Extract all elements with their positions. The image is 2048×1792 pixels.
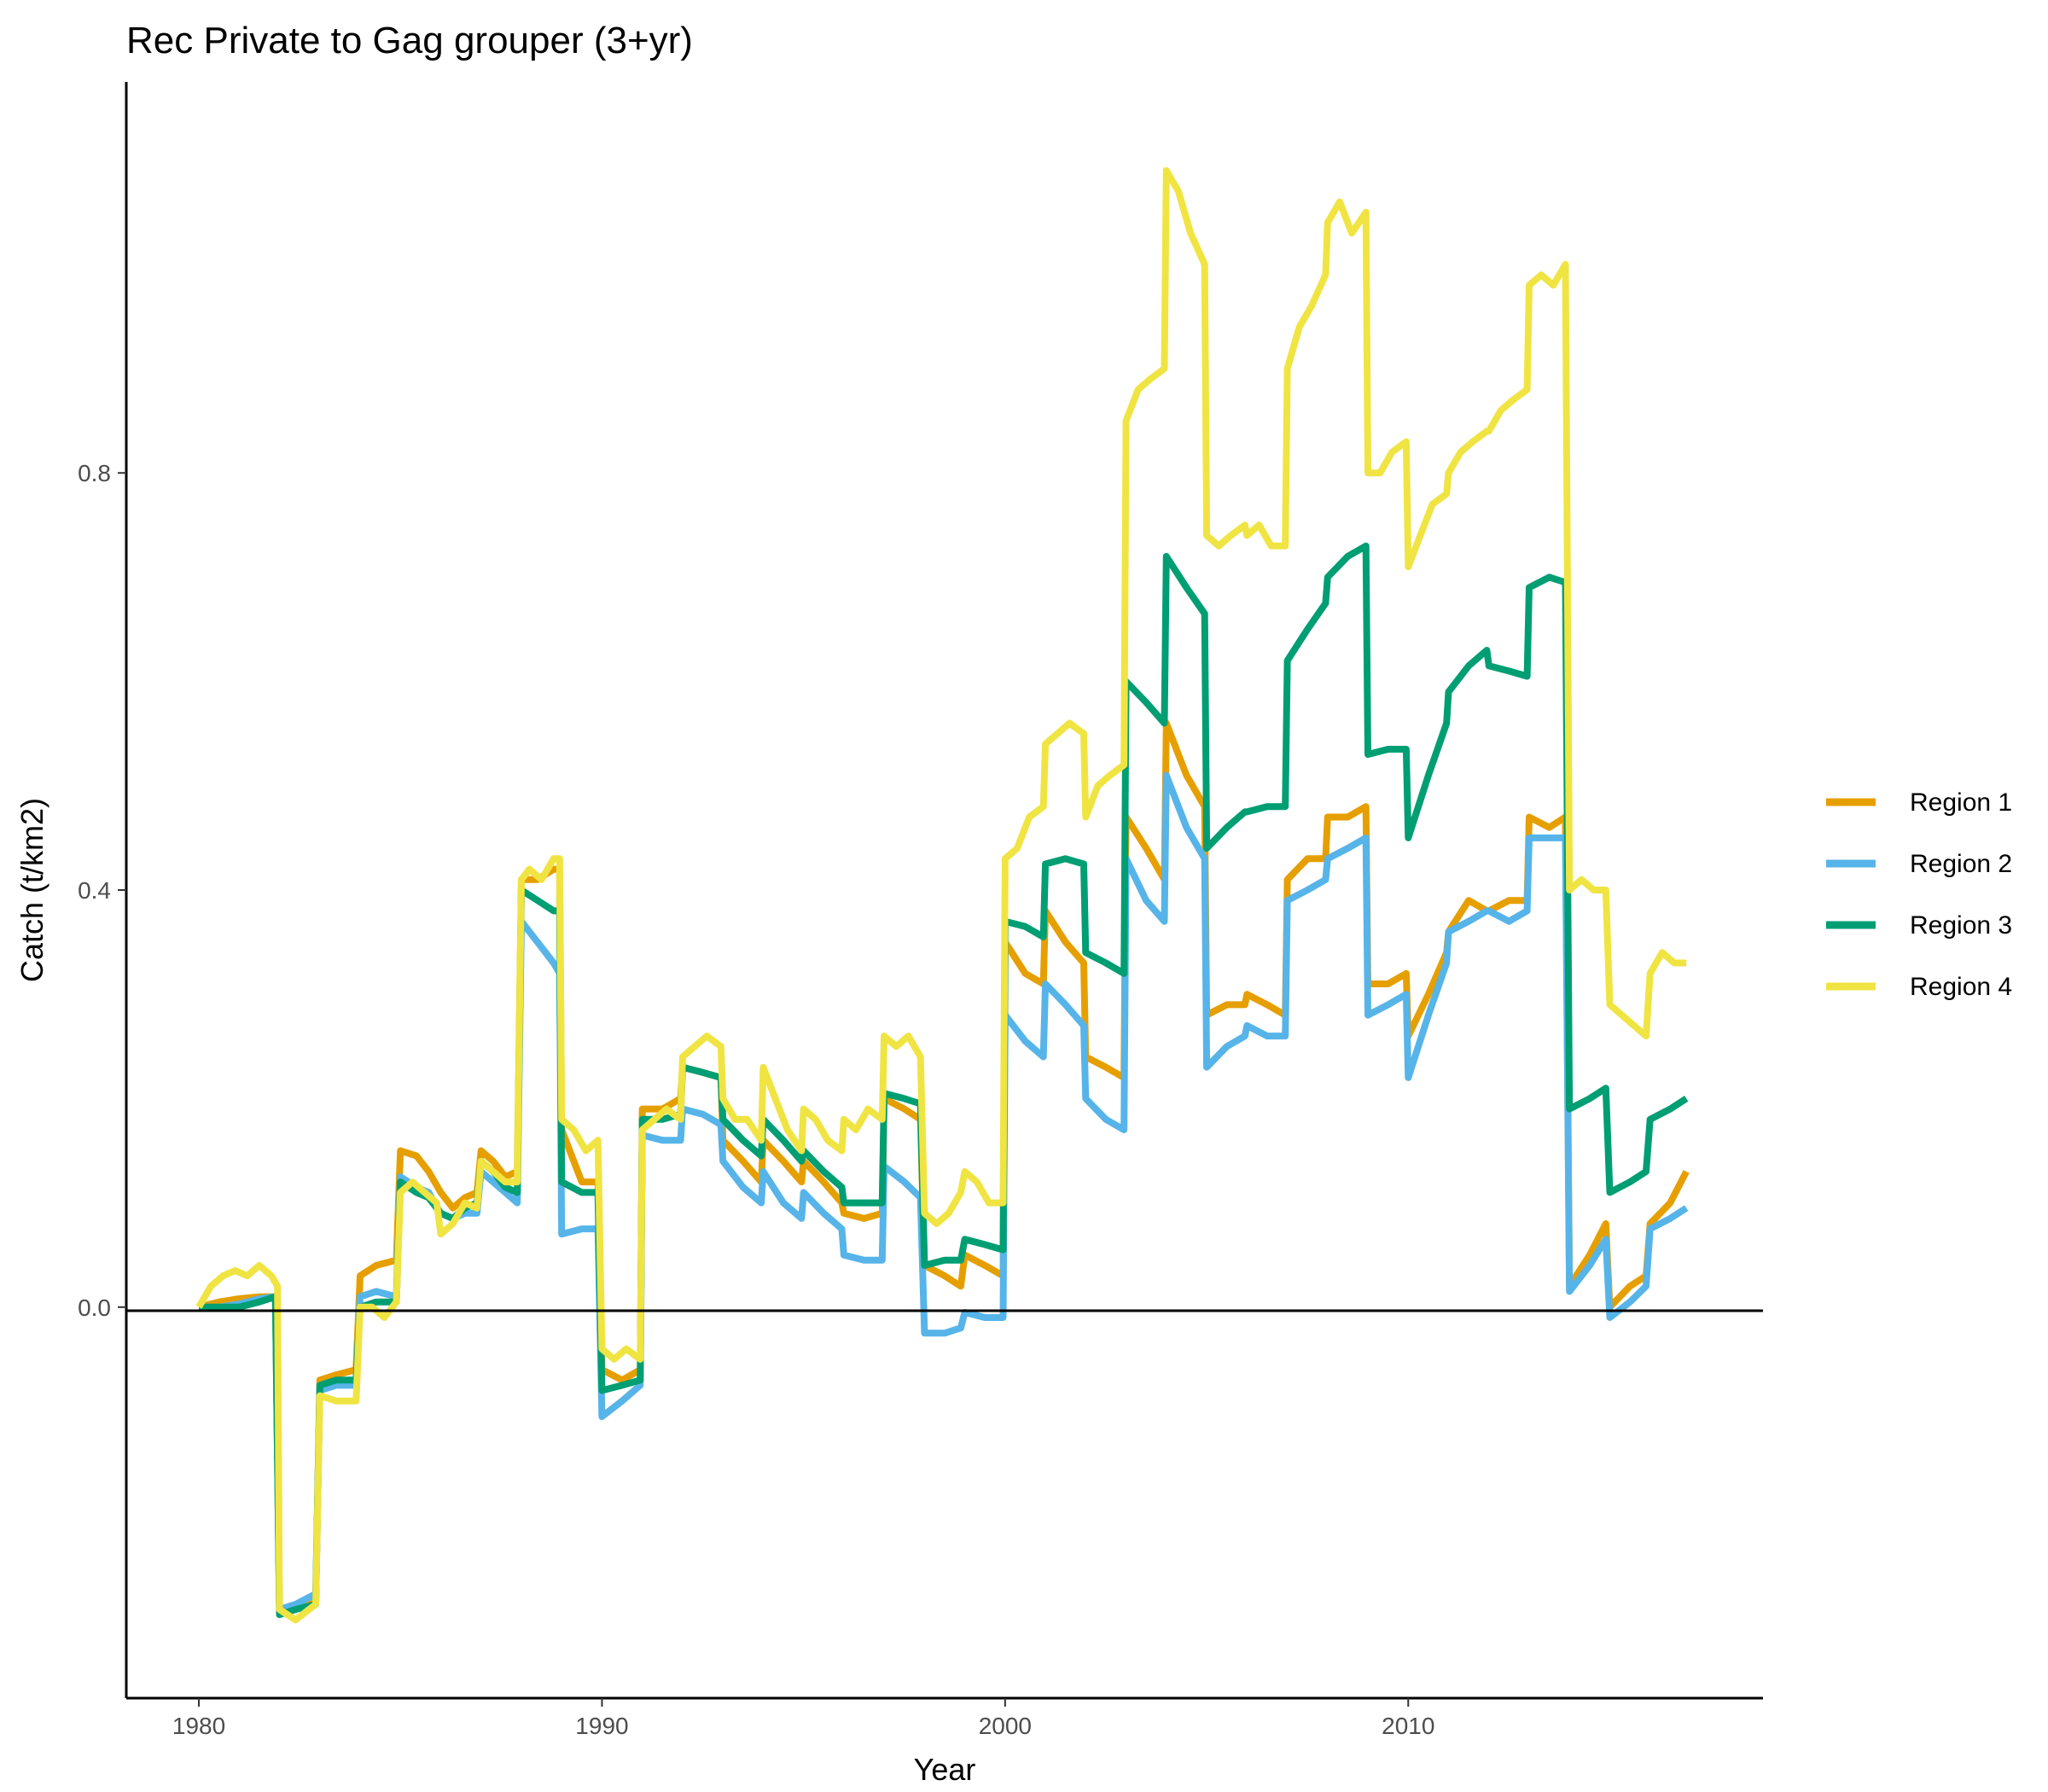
chart-title: Rec Private to Gag grouper (3+yr) [126, 20, 693, 61]
y-axis-ticks: 0.0 0.4 0.8 [78, 460, 126, 1321]
series-lines [195, 166, 1690, 1624]
legend-label-region-2: Region 2 [1910, 850, 2012, 878]
x-tick-label: 1990 [575, 1713, 628, 1739]
legend-label-region-3: Region 3 [1910, 911, 2012, 940]
y-axis-title: Catch (t/km2) [15, 798, 49, 982]
series-line-region-4 [195, 166, 1687, 1624]
y-tick-label: 0.0 [78, 1295, 111, 1321]
series-line-region-1 [198, 719, 1690, 1614]
x-axis-ticks: 1980 1990 2000 2010 [172, 1698, 1434, 1739]
legend-label-region-1: Region 1 [1910, 788, 2012, 817]
legend: Region 1 Region 2 Region 3 Region 4 [1826, 788, 2012, 1001]
series-line-region-3 [199, 542, 1689, 1619]
x-tick-label: 2000 [979, 1713, 1032, 1739]
x-axis-title: Year [914, 1752, 976, 1787]
y-tick-label: 0.8 [78, 460, 111, 486]
legend-label-region-4: Region 4 [1910, 973, 2012, 1001]
y-tick-label: 0.4 [78, 877, 111, 904]
x-tick-label: 1980 [172, 1713, 225, 1739]
x-tick-label: 2010 [1382, 1713, 1434, 1739]
